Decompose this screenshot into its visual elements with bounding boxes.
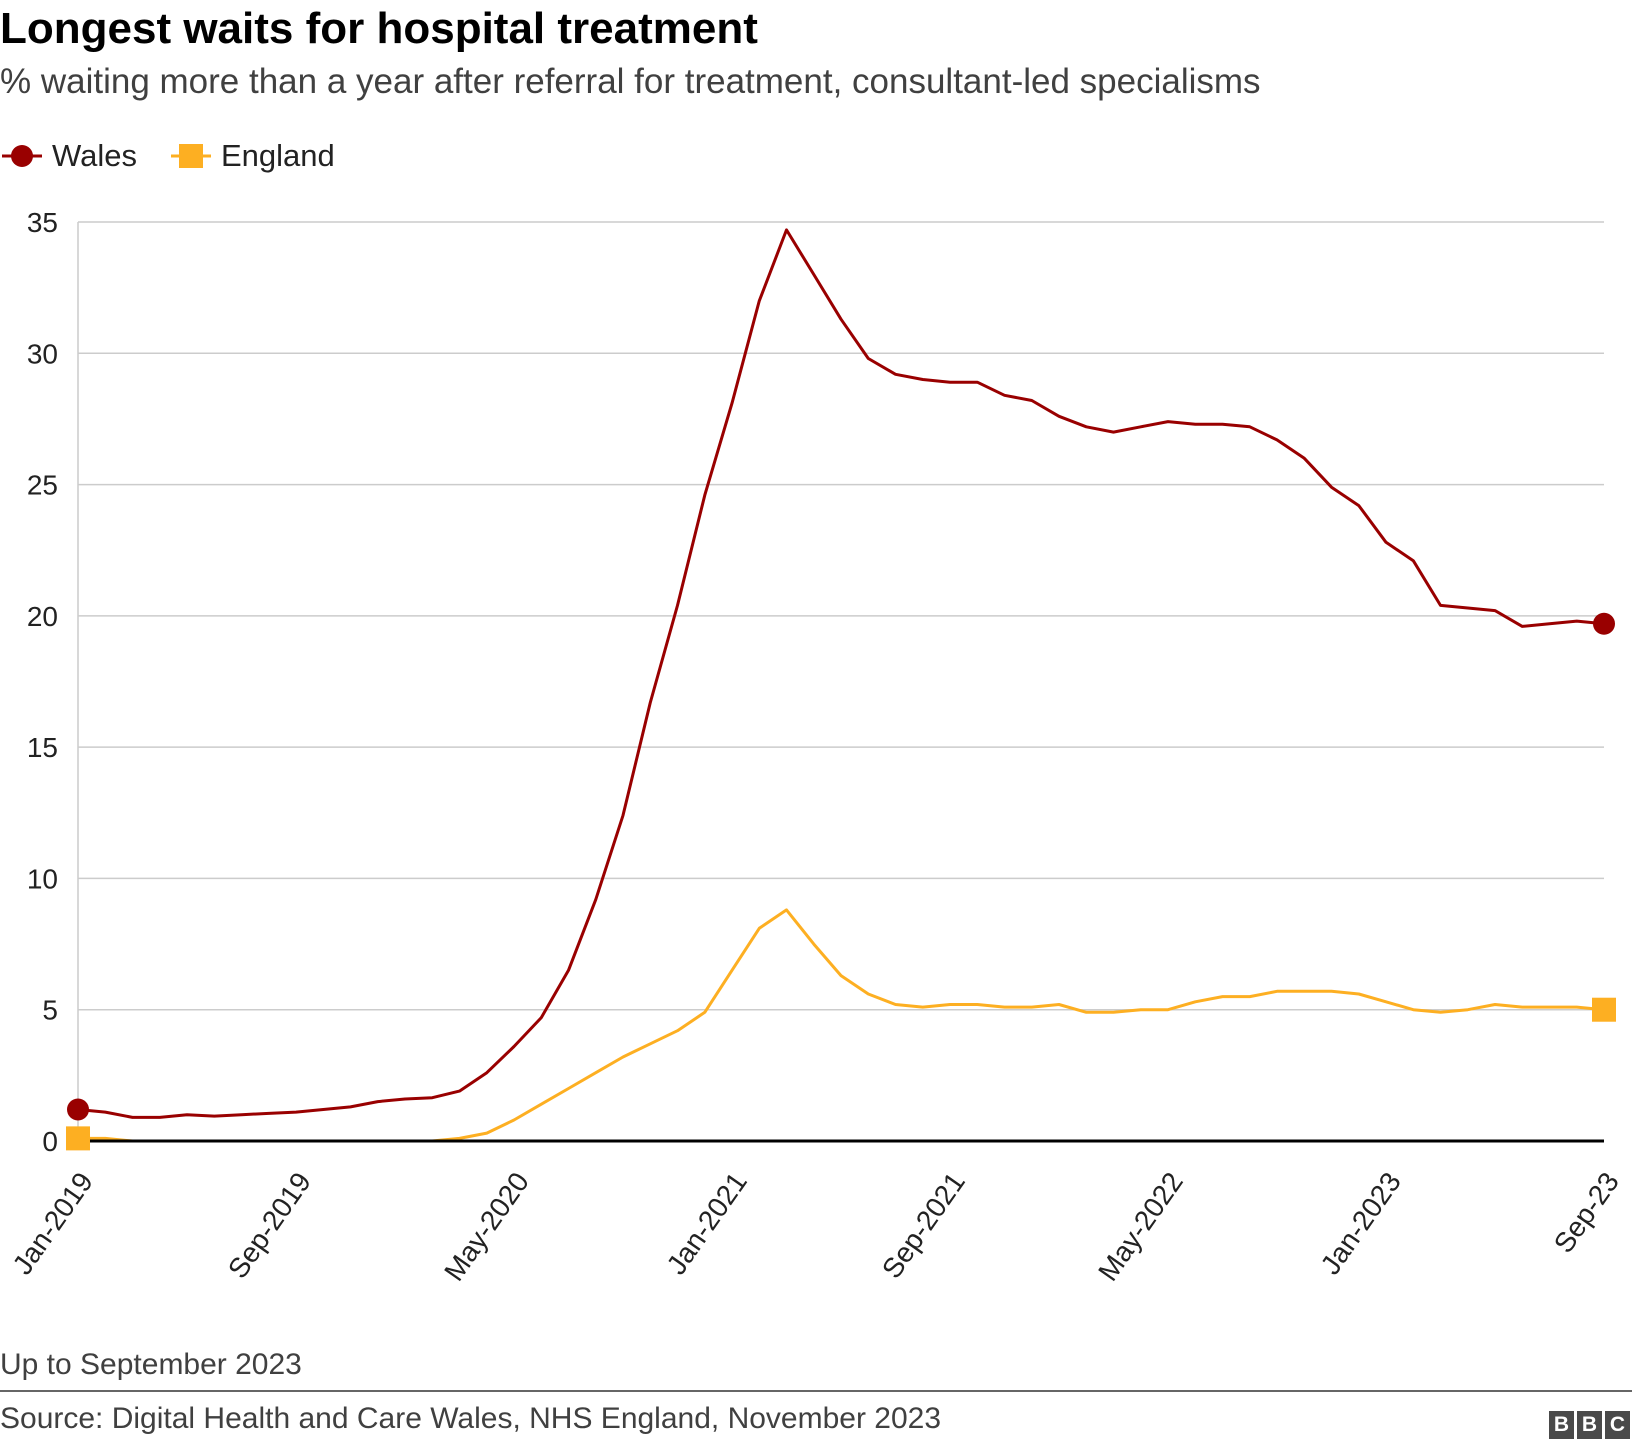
x-tick-label: May-2020	[438, 1167, 535, 1287]
legend-wales-dot	[11, 145, 33, 167]
x-tick-label: Jan-2023	[1315, 1167, 1407, 1280]
bbc-logo: B B C	[1546, 1411, 1630, 1439]
series-marker-wales	[1593, 612, 1615, 635]
series-marker-wales	[67, 1098, 89, 1121]
legend-item-wales: Wales	[0, 138, 137, 174]
logo-letter: C	[1605, 1411, 1630, 1439]
chart-note: Up to September 2023	[0, 1348, 302, 1381]
series-line-england	[78, 908, 1605, 1143]
line-chart: 0 5 10 15 20 25 30 35 Jan-2019 Sep-2019 May-2020 Ja…	[7, 207, 1625, 1287]
chart-source: Source: Digital Health and Care Wales, N…	[0, 1402, 942, 1435]
footer-divider	[0, 1390, 1632, 1392]
x-tick-label: Jan-2021	[661, 1167, 753, 1280]
logo-letter: B	[1577, 1411, 1602, 1439]
legend-label-england: England	[220, 138, 335, 173]
y-tick-label: 10	[27, 863, 58, 894]
chart-subtitle: % waiting more than a year after referra…	[0, 62, 1261, 101]
legend-wales-circle-icon	[2, 145, 42, 167]
chart-title: Longest waits for hospital treatment	[0, 4, 758, 53]
series-marker-england	[1592, 997, 1616, 1022]
legend-england-square	[178, 144, 203, 168]
series-marker-england	[66, 1126, 90, 1151]
y-tick-label: 20	[27, 601, 58, 632]
y-tick-label: 35	[27, 207, 58, 238]
y-tick-label: 15	[27, 732, 58, 763]
x-tick-label: May-2022	[1092, 1167, 1189, 1287]
logo-letter: B	[1549, 1411, 1574, 1439]
y-tick-label: 0	[42, 1126, 58, 1157]
legend-label-wales: Wales	[52, 138, 137, 173]
y-tick-label: 25	[27, 470, 58, 501]
x-tick-label: Sep-2019	[222, 1167, 317, 1284]
legend: Wales England	[0, 136, 367, 176]
legend-england-square-icon	[170, 144, 211, 168]
y-tick-label: 30	[27, 338, 58, 369]
legend-item-england: England	[169, 138, 335, 174]
y-tick-label: 5	[42, 995, 58, 1026]
x-tick-label: Jan-2019	[7, 1167, 99, 1280]
series-line-wales	[77, 228, 1605, 1119]
x-tick-label: Sep-23	[1548, 1167, 1625, 1259]
x-tick-label: Sep-2021	[876, 1167, 971, 1284]
